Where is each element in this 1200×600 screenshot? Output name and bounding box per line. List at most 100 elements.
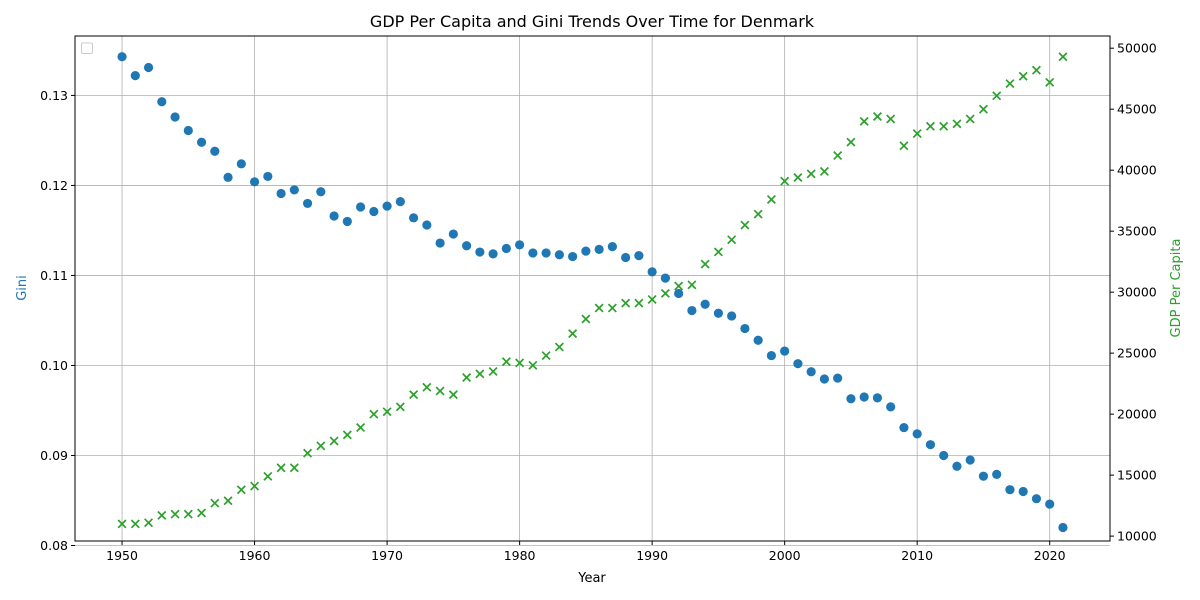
gini-point [925,440,936,450]
gini-point [594,244,604,254]
gini-point [316,187,326,197]
gdp-point [713,247,723,257]
gini-point [382,201,392,211]
gini-point [117,52,127,62]
gini-point [435,238,445,248]
gini-point [1045,499,1055,509]
gdp-point [992,91,1002,101]
gini-point [607,242,617,252]
gini-point [395,197,405,207]
gini-point [899,422,909,433]
gini-point [183,125,193,136]
gini-point [276,188,286,199]
gini-point [369,206,379,217]
gdp-point [806,169,816,179]
left-y-tick-label: 0.12 [40,178,68,193]
x-tick-label: 2020 [1034,548,1066,563]
gini-point [249,177,260,187]
gini-point [541,248,551,258]
gini-point [859,392,869,402]
gdp-point [766,194,776,204]
right-y-tick-label: 40000 [1117,163,1157,178]
gdp-point [1058,52,1068,62]
gdp-point [223,496,233,506]
gdp-point [501,357,511,367]
gdp-point [780,176,790,186]
gini-point [554,250,564,260]
gdp-point [660,288,670,298]
gdp-point [1018,71,1028,81]
gdp-point [422,382,432,392]
plot-frame [74,35,1111,542]
x-axis-label: Year [577,571,606,586]
gdp-point [170,509,180,519]
gdp-point [488,366,498,376]
gini-point [515,240,525,250]
gdp-point [130,519,140,529]
gini-point [488,249,498,259]
gdp-point [700,259,710,269]
chart-title: GDP Per Capita and Gini Trends Over Time… [370,12,815,31]
gdp-point [541,351,551,361]
gdp-point [621,298,631,308]
gdp-point [409,390,419,400]
gini-series [117,52,1068,533]
gdp-point [435,386,445,396]
gdp-point [594,303,604,313]
x-tick-label: 1980 [504,548,536,563]
gdp-point [316,441,326,451]
gdp-point [236,485,246,495]
gini-point [130,71,140,81]
gini-point [143,62,154,73]
gini-point [355,202,366,212]
gini-point [462,241,472,251]
gini-point [713,308,723,318]
gdp-series [117,52,1068,529]
gini-point [700,299,710,309]
right-y-tick-label: 10000 [1117,529,1157,544]
gdp-point [210,498,220,508]
left-y-tick-label: 0.10 [40,358,68,373]
gini-point [978,471,989,481]
gini-point [408,213,419,223]
gdp-point [356,423,366,433]
left-y-axis-label: Gini [15,275,30,301]
gini-point [846,394,856,404]
gini-point [727,311,737,321]
gini-point [342,216,352,227]
empty-legend [81,42,93,54]
gdp-point [183,509,193,519]
left-y-tick-label: 0.09 [40,448,68,463]
gdp-point [462,373,472,383]
gini-point [1058,522,1068,533]
gdp-point [475,369,485,379]
gini-point [634,251,644,261]
gini-point [740,323,750,334]
gdp-point [727,235,737,245]
gini-point [806,367,816,377]
gini-point [674,288,684,299]
gini-point [210,146,220,156]
gdp-point [263,471,273,481]
gdp-point [939,121,949,131]
x-tick-label: 2000 [769,548,801,563]
gini-point [568,251,578,262]
gini-point [872,393,883,403]
gdp-point [607,303,617,313]
gdp-point [303,448,313,458]
gini-point [939,450,949,461]
gdp-point [925,121,935,131]
gdp-point [250,481,260,491]
gdp-point [886,114,896,124]
gdp-point [448,390,458,400]
gini-point [647,267,657,277]
gini-point [1018,486,1028,497]
x-tick-label: 1970 [371,548,403,563]
gdp-point [568,329,578,339]
right-y-axis-ticks: 10000 15000 20000 25000 30000 35000 40000 45000… [1110,41,1157,544]
gdp-point [581,314,591,324]
gini-point [475,247,485,257]
gdp-point [382,407,392,417]
gini-point [621,252,631,263]
